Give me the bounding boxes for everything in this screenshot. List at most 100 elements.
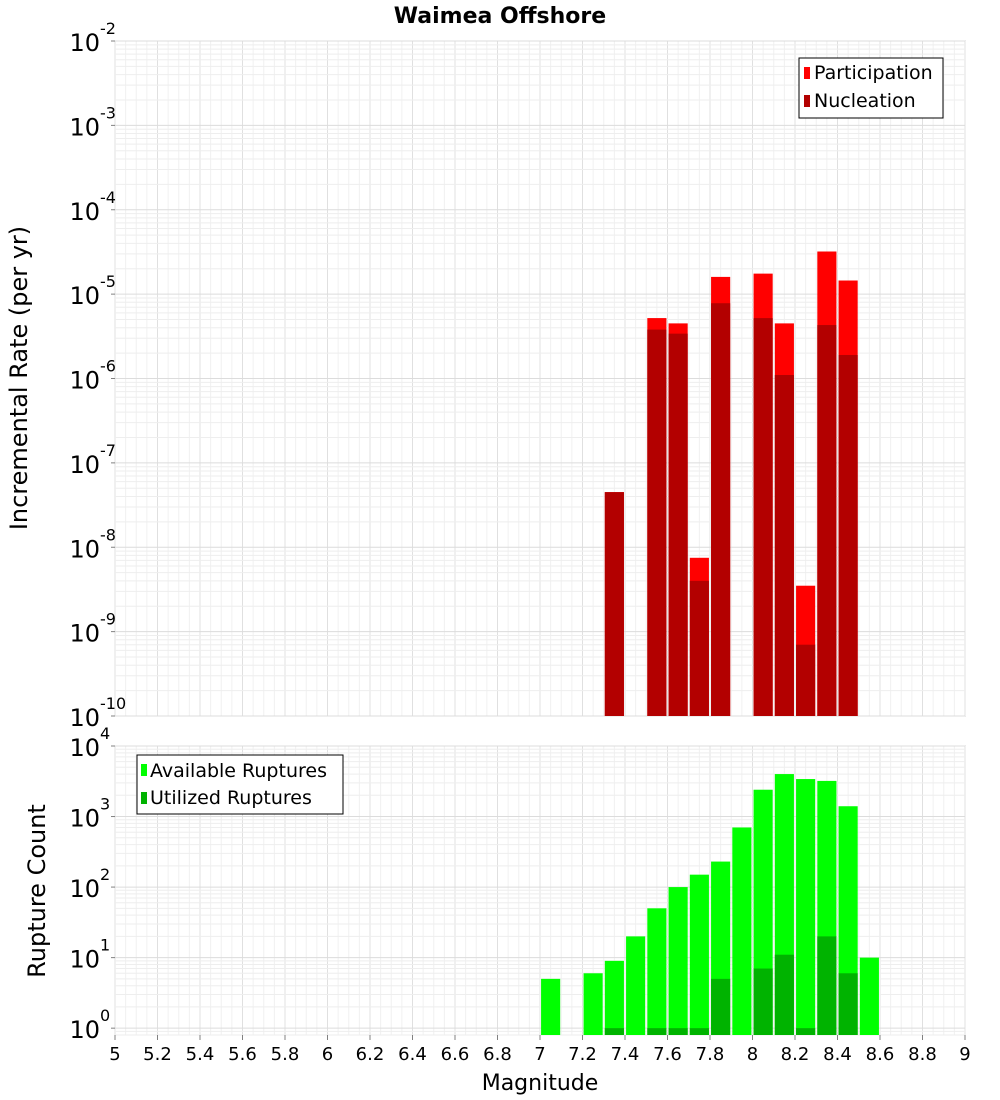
available-ruptures-bar: [732, 827, 752, 1035]
utilized-ruptures-bar: [647, 1028, 667, 1035]
x-tick-label: 6.4: [398, 1044, 427, 1065]
legend-participation-swatch: [804, 67, 810, 79]
x-tick-label: 5.6: [228, 1044, 257, 1065]
legend-nucleation-label: Nucleation: [814, 90, 916, 112]
y-tick-label: 10: [69, 535, 100, 563]
rate-legend: Participation Nucleation: [798, 57, 944, 119]
y-tick-label: 10: [69, 1016, 100, 1044]
available-ruptures-bar: [604, 960, 624, 1035]
y-tick-exponent: 1: [100, 936, 110, 955]
y-tick-exponent: -4: [100, 188, 116, 207]
chart-title: Waimea Offshore: [394, 4, 606, 29]
rate-legend-box: [798, 57, 944, 119]
nucleation-bar: [689, 580, 709, 716]
y-tick-exponent: 4: [100, 724, 110, 743]
nucleation-bar: [711, 303, 731, 716]
x-tick-label: 6.2: [356, 1044, 385, 1065]
y-tick-label: 10: [69, 29, 100, 57]
count-y-axis-label: Rupture Count: [23, 804, 51, 978]
x-tick-label: 7.6: [653, 1044, 682, 1065]
y-tick-exponent: -3: [100, 103, 116, 122]
x-tick-label: 6: [322, 1044, 333, 1065]
rate-bars: [604, 251, 858, 716]
nucleation-bar: [838, 354, 858, 716]
y-tick-label: 10: [69, 367, 100, 395]
available-ruptures-bar: [796, 779, 816, 1035]
utilized-ruptures-bar: [604, 1028, 624, 1035]
legend-available-swatch: [141, 764, 147, 776]
x-tick-label: 9: [959, 1044, 970, 1065]
nucleation-bar: [668, 333, 688, 716]
y-tick-exponent: -5: [100, 272, 116, 291]
x-tick-label: 8.6: [866, 1044, 895, 1065]
available-ruptures-bar: [541, 978, 561, 1035]
x-tick-label: 6.6: [441, 1044, 470, 1065]
y-tick-exponent: 0: [100, 1006, 110, 1025]
y-tick-exponent: -10: [100, 694, 126, 713]
y-tick-label: 10: [69, 282, 100, 310]
y-tick-label: 10: [69, 113, 100, 141]
y-tick-exponent: -9: [100, 610, 116, 629]
legend-participation-label: Participation: [814, 62, 933, 84]
x-tick-label: 5.2: [143, 1044, 172, 1065]
y-tick-label: 10: [69, 805, 100, 833]
y-tick-label: 10: [69, 198, 100, 226]
nucleation-bar: [753, 318, 773, 716]
nucleation-bar: [604, 492, 624, 716]
y-tick-exponent: -2: [100, 19, 116, 38]
rate-y-axis-label: Incremental Rate (per yr): [5, 226, 33, 530]
x-tick-label: 5: [109, 1044, 120, 1065]
x-tick-label: 6.8: [483, 1044, 512, 1065]
available-ruptures-bar: [668, 887, 688, 1035]
legend-nucleation-swatch: [804, 95, 810, 107]
y-tick-label: 10: [69, 875, 100, 903]
utilized-ruptures-bar: [838, 973, 858, 1035]
utilized-ruptures-bar: [796, 1028, 816, 1035]
y-tick-exponent: 3: [100, 795, 110, 814]
x-tick-label: 7.8: [696, 1044, 725, 1065]
x-tick-label: 8: [747, 1044, 758, 1065]
y-tick-label: 10: [69, 620, 100, 648]
x-tick-label: 5.4: [186, 1044, 215, 1065]
utilized-ruptures-bar: [774, 954, 794, 1035]
utilized-ruptures-bar: [668, 1028, 688, 1035]
y-tick-label: 10: [69, 734, 100, 762]
legend-utilized-label: Utilized Ruptures: [150, 787, 312, 809]
x-tick-label: 8.2: [781, 1044, 810, 1065]
rate-grid: [114, 40, 966, 717]
x-tick-label: 7: [534, 1044, 545, 1065]
nucleation-bar: [796, 644, 816, 716]
legend-utilized-swatch: [141, 792, 147, 804]
available-ruptures-bar: [647, 908, 667, 1035]
utilized-ruptures-bar: [753, 968, 773, 1035]
nucleation-bar: [647, 329, 667, 716]
x-tick-label: 8.8: [908, 1044, 937, 1065]
x-tick-label: 8.4: [823, 1044, 852, 1065]
available-ruptures-bar: [583, 973, 603, 1035]
count-legend: Available Ruptures Utilized Ruptures: [136, 754, 344, 815]
nucleation-bar: [774, 375, 794, 716]
utilized-ruptures-bar: [711, 978, 731, 1035]
y-tick-exponent: -6: [100, 357, 116, 376]
x-axis-label: Magnitude: [482, 1071, 599, 1096]
x-tick-label: 7.4: [611, 1044, 640, 1065]
count-bars: [541, 774, 879, 1035]
count-legend-box: [136, 754, 344, 815]
y-tick-exponent: -7: [100, 441, 116, 460]
utilized-ruptures-bar: [817, 936, 837, 1035]
available-ruptures-bar: [689, 874, 709, 1035]
nucleation-bar: [817, 325, 837, 716]
y-tick-label: 10: [69, 704, 100, 732]
y-tick-exponent: -8: [100, 525, 116, 544]
available-ruptures-bar: [626, 936, 646, 1035]
legend-available-label: Available Ruptures: [150, 760, 327, 782]
x-tick-label: 7.2: [568, 1044, 597, 1065]
x-tick-label: 5.8: [271, 1044, 300, 1065]
y-tick-exponent: 2: [100, 865, 110, 884]
available-ruptures-bar: [859, 957, 879, 1035]
